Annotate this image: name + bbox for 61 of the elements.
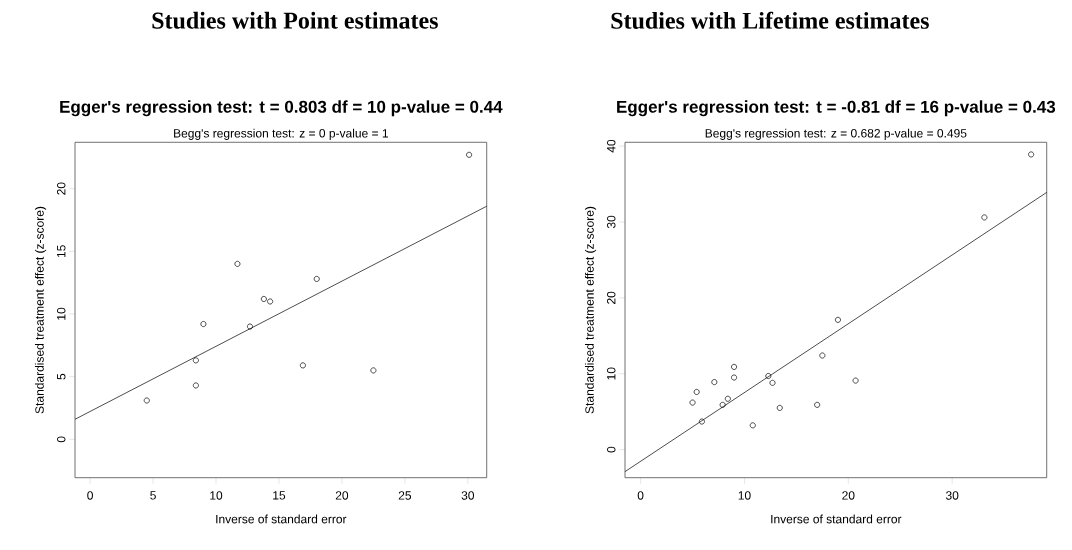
- point: [200, 321, 207, 327]
- y-tick-label: 0: [56, 436, 66, 443]
- text: Begg's regression test: z = 0 p-value = 1: [174, 128, 389, 140]
- x-tick-label: 30: [945, 491, 959, 500]
- point: [267, 298, 274, 305]
- x-tick-label: 0: [637, 491, 644, 500]
- y-axis-title: Standardised treatment effect (z-score): [584, 206, 597, 414]
- y-tick-label: 30: [606, 215, 616, 229]
- chart-title: Studies with Point estimates: [152, 11, 438, 29]
- x-tick-label: 20: [335, 491, 349, 500]
- point: [1028, 151, 1035, 158]
- point: [370, 367, 377, 374]
- y-tick-label: 0: [606, 446, 616, 453]
- point: [819, 352, 826, 359]
- x-tick-label: 0: [87, 491, 93, 500]
- point: [234, 260, 241, 267]
- point: [814, 401, 821, 408]
- x-axis-title: Inverse of standard error: [771, 514, 902, 524]
- x-tick-label: 20: [842, 491, 855, 500]
- point: [731, 374, 738, 381]
- x-tick-label: 10: [210, 491, 223, 500]
- x-tick-label: 10: [738, 491, 751, 500]
- point: [769, 379, 776, 386]
- x-tick-label: 30: [461, 491, 475, 500]
- y-tick-label: 40: [606, 139, 616, 153]
- y-tick-label: 10: [56, 307, 66, 320]
- chart-title: Studies with Lifetime estimates: [611, 11, 929, 29]
- y-tick-label: 15: [57, 245, 66, 258]
- x-tick-label: 5: [150, 491, 156, 500]
- point: [852, 377, 859, 384]
- x-axis-title: Inverse of standard error: [216, 514, 347, 524]
- point: [192, 382, 199, 389]
- x-tick-label: 15: [273, 491, 286, 500]
- point: [466, 151, 473, 158]
- point: [749, 422, 756, 429]
- point: [765, 373, 772, 379]
- point: [313, 275, 320, 282]
- point: [260, 296, 267, 302]
- y-tick-label: 10: [606, 367, 616, 380]
- point: [731, 363, 738, 370]
- chart-subtitle: Egger's regression test: t = 0.803 df = 10 p-value = 0.44: [60, 100, 503, 117]
- y-axis-title: Standardised treatment effect (z-score): [34, 206, 47, 414]
- point: [724, 395, 731, 402]
- point: [143, 397, 150, 404]
- chart-subtitle: Egger's regression test: t = -0.81 df = 16 p-value = 0.43: [617, 100, 1056, 117]
- y-tick-label: 20: [606, 291, 616, 304]
- point: [776, 404, 783, 411]
- x-tick-label: 25: [398, 491, 412, 500]
- point: [981, 214, 988, 221]
- point: [689, 399, 696, 406]
- y-tick-label: 5: [57, 373, 66, 380]
- point: [192, 357, 199, 364]
- y-tick-label: 20: [56, 182, 66, 195]
- point: [834, 316, 841, 323]
- point: [299, 362, 306, 369]
- point: [719, 401, 726, 408]
- point: [711, 379, 718, 386]
- point: [247, 323, 253, 330]
- point: [698, 418, 705, 425]
- point: [693, 389, 700, 395]
- text: Begg's regression test: z = 0.682 p-value = 0.495: [705, 128, 967, 140]
